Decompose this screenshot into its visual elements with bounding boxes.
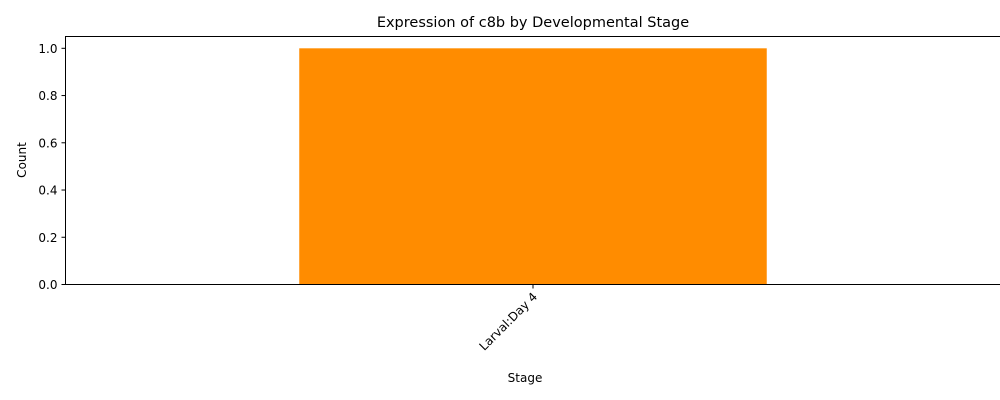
chart-title: Expression of c8b by Developmental Stage	[377, 15, 689, 31]
y-axis: 0.0 0.2 0.4 0.6 0.8 1.0	[38, 42, 66, 292]
bars-group	[299, 48, 767, 285]
bar	[299, 48, 767, 285]
y-tick-label: 0.4	[38, 184, 57, 198]
y-tick-label: 0.6	[38, 136, 57, 150]
y-tick-label: 0.8	[38, 89, 57, 103]
y-tick-label: 0.0	[38, 278, 57, 292]
x-tick-label: Larval:Day 4	[477, 290, 541, 354]
x-axis-label: Stage	[508, 371, 543, 385]
y-axis-label: Count	[15, 142, 29, 178]
y-tick-label: 0.2	[38, 231, 57, 245]
plot-frame	[65, 36, 1000, 285]
x-axis: Larval:Day 4	[477, 284, 541, 354]
y-tick-label: 1.0	[38, 42, 57, 56]
